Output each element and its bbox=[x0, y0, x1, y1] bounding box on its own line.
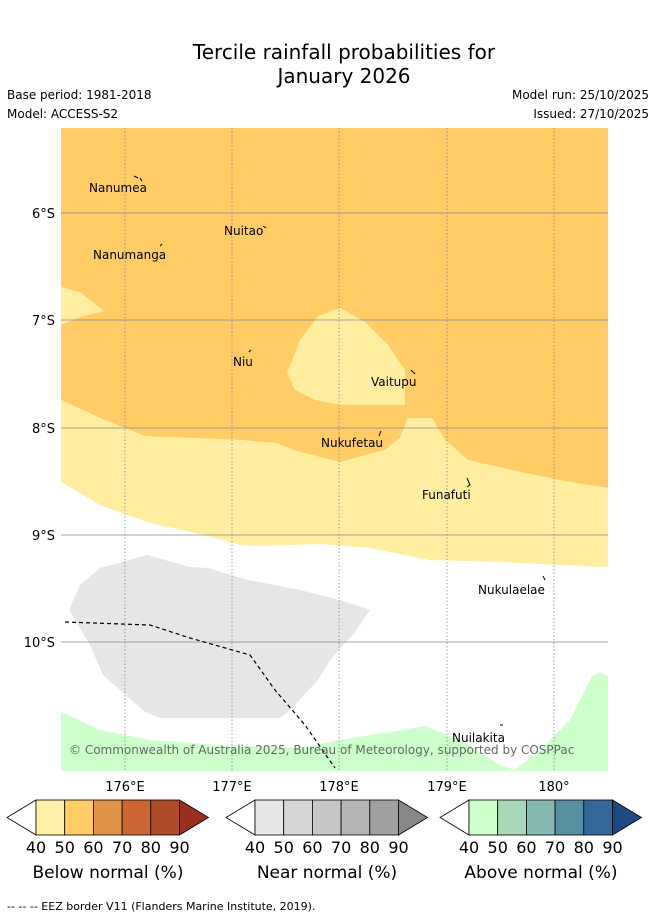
lon-label: 177°E bbox=[212, 780, 252, 795]
near-normal-colorbar-swatch bbox=[369, 799, 399, 836]
island-shape bbox=[133, 175, 143, 182]
island-shape bbox=[542, 575, 546, 581]
graticule bbox=[61, 128, 608, 771]
island-label-niu: Niu bbox=[233, 355, 253, 369]
model-run: Model run: 25/10/2025 bbox=[511, 88, 649, 102]
island-shape bbox=[248, 349, 252, 353]
below-normal-colorbar-tick: 60 bbox=[83, 838, 103, 857]
copyright-notice: © Commonwealth of Australia 2025, Bureau… bbox=[69, 743, 574, 757]
near-normal-colorbar-tick: 40 bbox=[245, 838, 265, 857]
lon-label: 178°E bbox=[319, 780, 359, 795]
below-normal-40-patch-center bbox=[287, 308, 405, 405]
eez-footnote: -- -- -- EEZ border V11 (Flanders Marine… bbox=[7, 900, 316, 913]
above-normal-legend-label: Above normal (%) bbox=[464, 863, 618, 883]
lat-label: 9°S bbox=[32, 529, 55, 544]
below-normal-legend-label: Below normal (%) bbox=[32, 863, 184, 883]
island-shape bbox=[466, 477, 471, 488]
near-normal-colorbar-swatch bbox=[283, 799, 313, 836]
island-label-nanumea: Nanumea bbox=[89, 181, 147, 195]
lat-label: 6°S bbox=[32, 207, 55, 222]
above-normal-colorbar-min-arrow bbox=[439, 799, 470, 836]
island-label-nukulaelae: Nukulaelae bbox=[478, 583, 545, 597]
below-normal-colorbar-swatch bbox=[64, 799, 94, 836]
near-normal-colorbar-swatch bbox=[311, 799, 342, 836]
near-normal-colorbar-tick: 80 bbox=[360, 838, 380, 857]
near-normal-colorbar-max-arrow bbox=[398, 799, 429, 836]
above-normal-colorbar-tick: 50 bbox=[488, 838, 508, 857]
below-normal-colorbar-swatch bbox=[93, 799, 123, 836]
below-normal-colorbar-swatch bbox=[150, 799, 180, 836]
map-title: Tercile rainfall probabilities for Janua… bbox=[0, 40, 655, 88]
base-period: Base period: 1981-2018 bbox=[7, 88, 152, 102]
title-line-1: Tercile rainfall probabilities for bbox=[192, 40, 496, 64]
near-normal-colorbar-min-arrow bbox=[225, 799, 256, 836]
island-shape bbox=[410, 369, 416, 375]
island-shape bbox=[159, 243, 163, 247]
below-normal-colorbar-tick: 90 bbox=[169, 838, 189, 857]
title-line-2: January 2026 bbox=[277, 64, 411, 88]
above-normal-colorbar-swatch bbox=[497, 799, 527, 836]
issued-date: Issued: 27/10/2025 bbox=[533, 107, 649, 121]
near-normal-colorbar-swatch bbox=[254, 799, 285, 836]
below-normal-colorbar-tick: 70 bbox=[112, 838, 132, 857]
below-normal-40-patch-west bbox=[61, 287, 104, 325]
below-normal-40-band bbox=[61, 400, 608, 567]
near-normal-colorbar-tick: 70 bbox=[331, 838, 351, 857]
lon-label: 179°E bbox=[427, 780, 467, 795]
above-normal-40-region bbox=[61, 672, 608, 771]
model-name: Model: ACCESS-S2 bbox=[7, 107, 119, 121]
near-normal-legend-label: Near normal (%) bbox=[256, 863, 398, 883]
island-shape bbox=[262, 225, 267, 229]
near-normal-colorbar-tick: 90 bbox=[388, 838, 408, 857]
island-label-nuilakita: Nuilakita bbox=[452, 731, 505, 745]
above-normal-colorbar-tick: 90 bbox=[602, 838, 622, 857]
below-normal-colorbar-min-arrow bbox=[6, 799, 37, 836]
island-label-nukufetau: Nukufetau bbox=[321, 436, 383, 450]
below-normal-colorbar-swatch bbox=[121, 799, 152, 836]
near-normal-colorbar-tick: 50 bbox=[274, 838, 294, 857]
island-outlines bbox=[133, 175, 546, 726]
below-normal-colorbar-tick: 40 bbox=[26, 838, 46, 857]
below-normal-colorbar-tick: 80 bbox=[141, 838, 161, 857]
legend-colorbars: 40 50 60 70 80 90 40 50 60 70 80 90 40 50 60 70 80 90 bbox=[6, 799, 643, 857]
above-normal-colorbar-swatch bbox=[554, 799, 585, 836]
lat-label: 8°S bbox=[32, 422, 55, 437]
above-normal-colorbar-swatch bbox=[468, 799, 499, 836]
above-normal-colorbar-swatch bbox=[583, 799, 613, 836]
lat-label: 10°S bbox=[24, 636, 55, 651]
lon-label: 180° bbox=[538, 780, 569, 795]
below-normal-50-region bbox=[61, 128, 608, 488]
lat-label: 7°S bbox=[32, 314, 55, 329]
island-label-nuitao: Nuitao bbox=[224, 224, 263, 238]
below-normal-colorbar-swatch bbox=[35, 799, 66, 836]
above-normal-colorbar-tick: 70 bbox=[545, 838, 565, 857]
above-normal-colorbar-tick: 40 bbox=[459, 838, 479, 857]
below-normal-colorbar-tick: 50 bbox=[55, 838, 75, 857]
below-normal-colorbar-max-arrow bbox=[179, 799, 210, 836]
island-label-funafuti: Funafuti bbox=[422, 488, 471, 502]
above-normal-colorbar-tick: 60 bbox=[516, 838, 536, 857]
island-label-nanumanga: Nanumanga bbox=[93, 248, 166, 262]
island-label-vaitupu: Vaitupu bbox=[371, 375, 417, 389]
above-normal-colorbar-swatch bbox=[526, 799, 556, 836]
island-shape bbox=[378, 430, 382, 437]
lon-label: 176°E bbox=[105, 780, 145, 795]
near-normal-40-region bbox=[69, 555, 370, 718]
above-normal-colorbar-tick: 80 bbox=[574, 838, 594, 857]
above-normal-colorbar-max-arrow bbox=[612, 799, 643, 836]
eez-border bbox=[64, 621, 336, 769]
near-normal-colorbar-tick: 60 bbox=[302, 838, 322, 857]
near-normal-colorbar-swatch bbox=[340, 799, 371, 836]
